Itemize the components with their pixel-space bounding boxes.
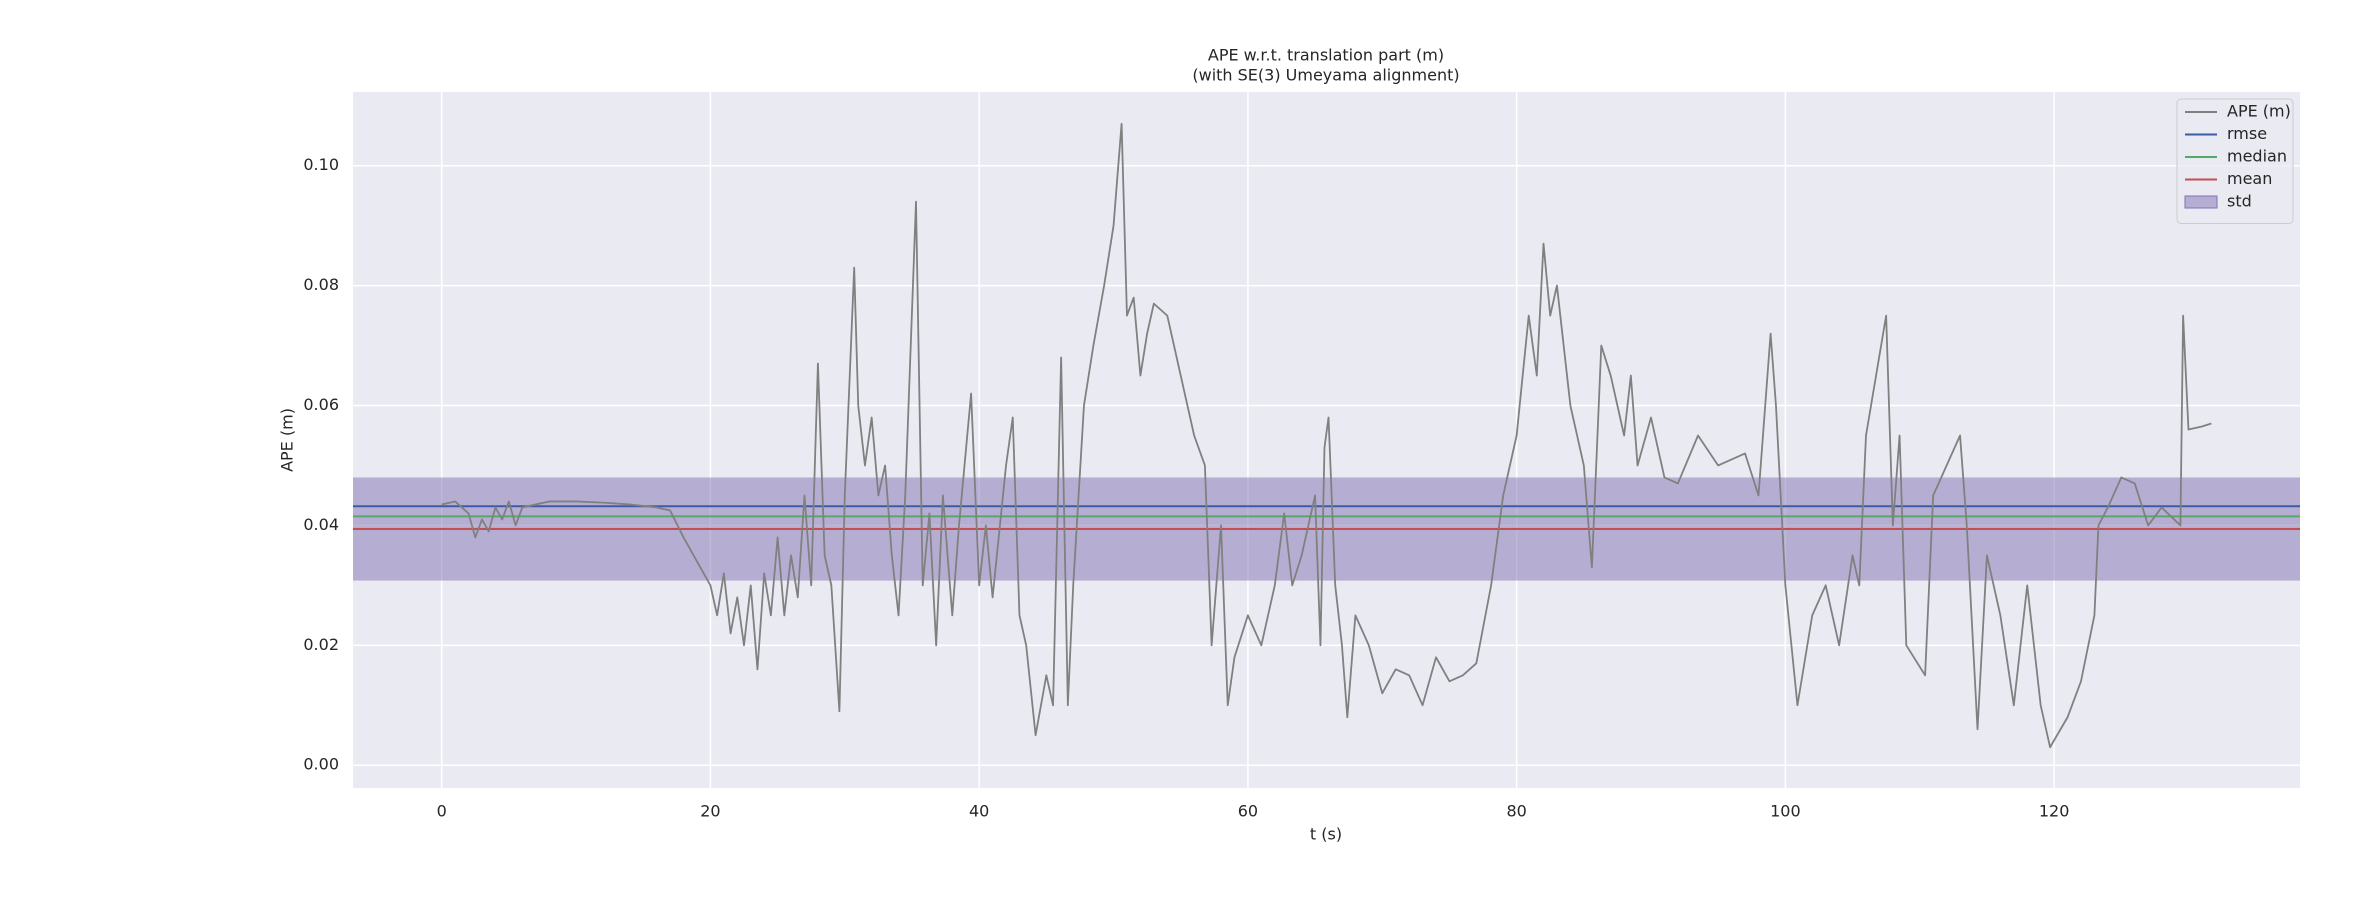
x-tick-label: 0 (437, 802, 447, 821)
x-tick-label: 40 (969, 802, 989, 821)
legend: APE (m) rmse median mean std (2176, 98, 2294, 224)
x-tick-label: 120 (2039, 802, 2070, 821)
legend-label: rmse (2227, 124, 2267, 143)
marks (353, 122, 2300, 749)
y-tick-label: 0.08 (303, 275, 339, 294)
y-tick-label: 0.10 (303, 155, 339, 174)
y-tick-label: 0.06 (303, 395, 339, 414)
y-axis-label: APE (m) (278, 408, 297, 472)
chart-subtitle: (with SE(3) Umeyama alignment) (1192, 66, 1459, 85)
series-line (441, 122, 2212, 749)
legend-label: mean (2227, 169, 2272, 188)
x-tick-label: 60 (1238, 802, 1258, 821)
x-axis-label: t (s) (1310, 825, 1342, 844)
y-tick-label: 0.04 (303, 515, 339, 534)
y-tick-label: 0.02 (303, 635, 339, 654)
chart-title: APE w.r.t. translation part (m) (1208, 46, 1444, 65)
legend-box (2176, 98, 2294, 224)
x-tick-label: 100 (1770, 802, 1801, 821)
legend-swatch (2184, 195, 2218, 209)
y-tick-label: 0.00 (303, 755, 339, 774)
legend-label: std (2227, 192, 2252, 211)
legend-label: median (2227, 147, 2287, 166)
plot-area (353, 92, 2300, 788)
x-tick-label: 20 (700, 802, 720, 821)
legend-label: APE (m) (2227, 102, 2291, 121)
x-tick-label: 80 (1506, 802, 1526, 821)
